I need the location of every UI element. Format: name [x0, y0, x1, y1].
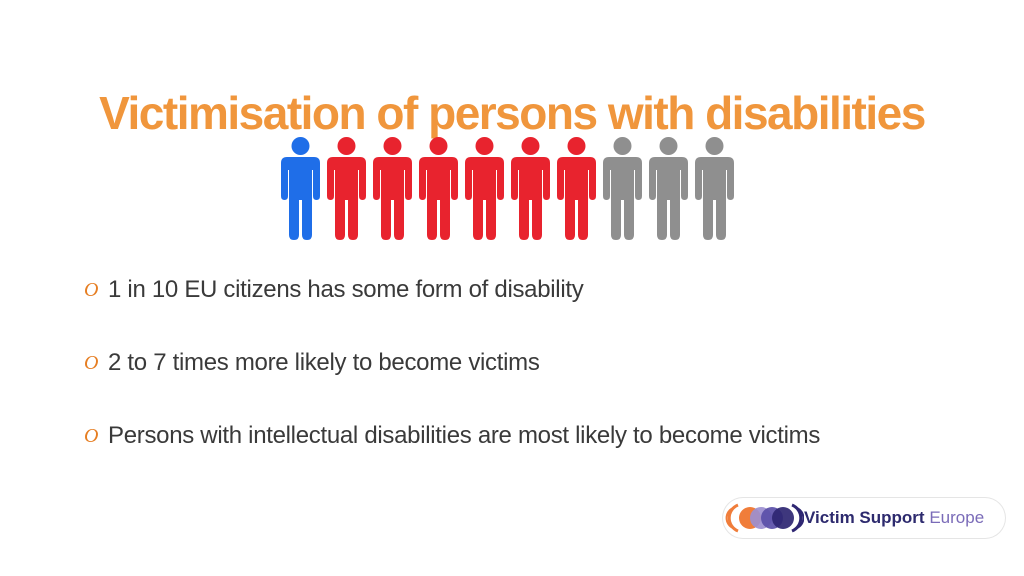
person-icon [557, 137, 596, 240]
bullet-list: O 1 in 10 EU citizens has some form of d… [84, 270, 820, 489]
bullet-item: O 2 to 7 times more likely to become vic… [84, 343, 820, 383]
bullet-text: Persons with intellectual disabilities a… [108, 422, 821, 449]
bullet-marker: O [84, 351, 99, 374]
logo-circles-icon [725, 503, 804, 533]
slide-title: Victimisation of persons with disabiliti… [99, 86, 926, 139]
bullet-item: O 1 in 10 EU citizens has some form of d… [84, 270, 820, 310]
logo-name-bold: Victim Support [804, 508, 925, 527]
person-icon [695, 137, 734, 240]
bullet-text: 2 to 7 times more likely to become victi… [108, 349, 540, 376]
logo-name-light: Europe [929, 508, 985, 527]
bullet-text: 1 in 10 EU citizens has some form of dis… [108, 276, 584, 303]
person-icon [603, 137, 642, 240]
person-icon [373, 137, 412, 240]
person-icon [419, 137, 458, 240]
bullet-marker: O [84, 424, 99, 447]
bullet-marker: O [84, 278, 99, 301]
bullet-item: O Persons with intellectual disabilities… [84, 416, 820, 456]
person-icon [511, 137, 550, 240]
person-icon [649, 137, 688, 240]
person-icon [327, 137, 366, 240]
people-icon-row [278, 136, 740, 240]
person-icon [281, 137, 320, 240]
logo-wordmark: Victim Support Europe [804, 508, 984, 528]
victim-support-europe-logo: Victim Support Europe [722, 497, 1006, 539]
person-icon [465, 137, 504, 240]
